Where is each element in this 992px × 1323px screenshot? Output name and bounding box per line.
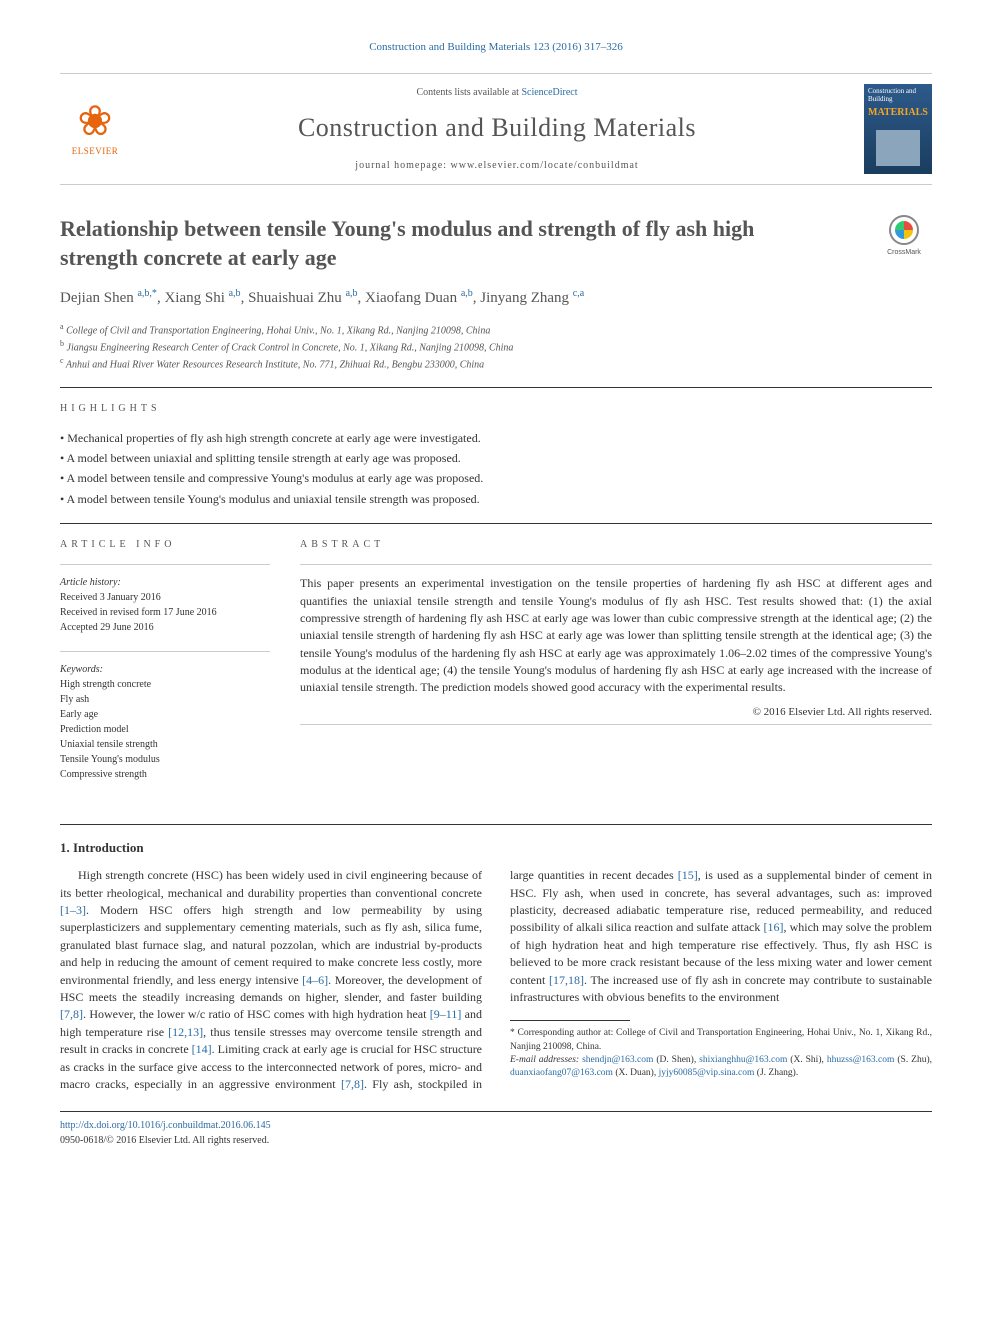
citation-link[interactable]: [17,18] [549, 973, 584, 987]
highlight-item: A model between tensile Young's modulus … [60, 489, 932, 509]
received-date: Received 3 January 2016 [60, 590, 270, 605]
journal-homepage-line: journal homepage: www.elsevier.com/locat… [150, 159, 844, 173]
cover-title-small: Construction and Building [868, 88, 928, 103]
accepted-date: Accepted 29 June 2016 [60, 620, 270, 635]
keyword: Fly ash [60, 692, 270, 707]
history-label: Article history: [60, 575, 270, 590]
divider [60, 523, 932, 524]
email-link[interactable]: hhuzss@163.com [827, 1055, 895, 1065]
citation-link[interactable]: [7,8] [341, 1077, 364, 1091]
email-link[interactable]: jyjy60085@vip.sina.com [659, 1068, 755, 1078]
article-info-label: ARTICLE INFO [60, 538, 270, 552]
highlights-label: HIGHLIGHTS [60, 402, 932, 416]
crossmark-badge[interactable]: CrossMark [876, 215, 932, 259]
page-footer: http://dx.doi.org/10.1016/j.conbuildmat.… [60, 1118, 932, 1148]
abstract-copyright: © 2016 Elsevier Ltd. All rights reserved… [300, 705, 932, 720]
revised-date: Received in revised form 17 June 2016 [60, 605, 270, 620]
journal-cover-thumbnail[interactable]: Construction and Building MATERIALS [864, 84, 932, 174]
cover-title-large: MATERIALS [868, 106, 928, 120]
doi-link[interactable]: http://dx.doi.org/10.1016/j.conbuildmat.… [60, 1120, 271, 1131]
journal-name: Construction and Building Materials [150, 110, 844, 146]
corresponding-author-note: * Corresponding author at: College of Ci… [510, 1027, 932, 1054]
divider-thin [300, 564, 932, 565]
citation-link[interactable]: [14] [192, 1042, 212, 1056]
highlight-item: A model between tensile and compressive … [60, 468, 932, 488]
keyword: High strength concrete [60, 677, 270, 692]
citation-link[interactable]: [7,8] [60, 1007, 83, 1021]
affiliation-line: c Anhui and Huai River Water Resources R… [60, 355, 932, 372]
divider-thin [60, 651, 270, 652]
divider-thin [60, 564, 270, 565]
article-title: Relationship between tensile Young's mod… [60, 215, 876, 272]
elsevier-label: ELSEVIER [72, 145, 119, 158]
section-heading-introduction: 1. Introduction [60, 839, 932, 857]
footer-divider [60, 1111, 932, 1112]
footnote-separator [510, 1020, 630, 1021]
email-link[interactable]: shixianghhu@163.com [699, 1055, 787, 1065]
divider-thin [300, 724, 932, 725]
email-author-name: (D. Shen), [653, 1055, 699, 1065]
crossmark-label: CrossMark [887, 248, 921, 258]
citation-link[interactable]: [12,13] [168, 1025, 203, 1039]
cover-image-box [876, 130, 920, 166]
body-text-columns: High strength concrete (HSC) has been wi… [60, 867, 932, 1093]
sciencedirect-link[interactable]: ScienceDirect [521, 87, 577, 98]
contents-list-line: Contents lists available at ScienceDirec… [150, 86, 844, 100]
citation-link[interactable]: [4–6] [302, 973, 328, 987]
citation-link[interactable]: [15] [678, 868, 698, 882]
journal-masthead: ❀ ELSEVIER Contents lists available at S… [60, 73, 932, 185]
keyword: Compressive strength [60, 767, 270, 782]
citation-link[interactable]: [16] [763, 920, 783, 934]
keyword: Uniaxial tensile strength [60, 737, 270, 752]
elsevier-logo[interactable]: ❀ ELSEVIER [60, 89, 130, 169]
highlight-item: Mechanical properties of fly ash high st… [60, 428, 932, 448]
crossmark-icon [889, 215, 919, 245]
keyword: Prediction model [60, 722, 270, 737]
citation-link[interactable]: [9–11] [430, 1007, 462, 1021]
email-author-name: (S. Zhu), [894, 1055, 932, 1065]
highlight-item: A model between uniaxial and splitting t… [60, 448, 932, 468]
issn-copyright: 0950-0618/© 2016 Elsevier Ltd. All right… [60, 1135, 269, 1146]
email-link[interactable]: shendjn@163.com [582, 1055, 653, 1065]
author-list: Dejian Shen a,b,*, Xiang Shi a,b, Shuais… [60, 287, 932, 309]
keyword: Tensile Young's modulus [60, 752, 270, 767]
homepage-url[interactable]: www.elsevier.com/locate/conbuildmat [451, 160, 639, 171]
email-link[interactable]: duanxiaofang07@163.com [510, 1068, 613, 1078]
affiliation-line: b Jiangsu Engineering Research Center of… [60, 338, 932, 355]
email-author-name: (X. Duan), [613, 1068, 659, 1078]
article-history: Article history: Received 3 January 2016… [60, 575, 270, 635]
highlights-list: Mechanical properties of fly ash high st… [60, 428, 932, 510]
homepage-prefix: journal homepage: [355, 160, 450, 171]
abstract-label: ABSTRACT [300, 538, 932, 552]
email-author-name: (J. Zhang). [754, 1068, 798, 1078]
divider [60, 824, 932, 825]
elsevier-tree-icon: ❀ [77, 101, 112, 143]
email-addresses: E-mail addresses: shendjn@163.com (D. Sh… [510, 1054, 932, 1081]
divider [60, 387, 932, 388]
citation-link[interactable]: [1–3] [60, 903, 86, 917]
affiliation-line: a College of Civil and Transportation En… [60, 321, 932, 338]
email-author-name: (X. Shi), [787, 1055, 826, 1065]
keywords-label: Keywords: [60, 662, 270, 677]
header-citation: Construction and Building Materials 123 … [60, 40, 932, 55]
keywords-block: Keywords: High strength concreteFly ashE… [60, 662, 270, 782]
keyword: Early age [60, 707, 270, 722]
contents-prefix: Contents lists available at [416, 87, 521, 98]
footnotes: * Corresponding author at: College of Ci… [510, 1027, 932, 1080]
affiliations: a College of Civil and Transportation En… [60, 321, 932, 373]
abstract-text: This paper presents an experimental inve… [300, 575, 932, 697]
